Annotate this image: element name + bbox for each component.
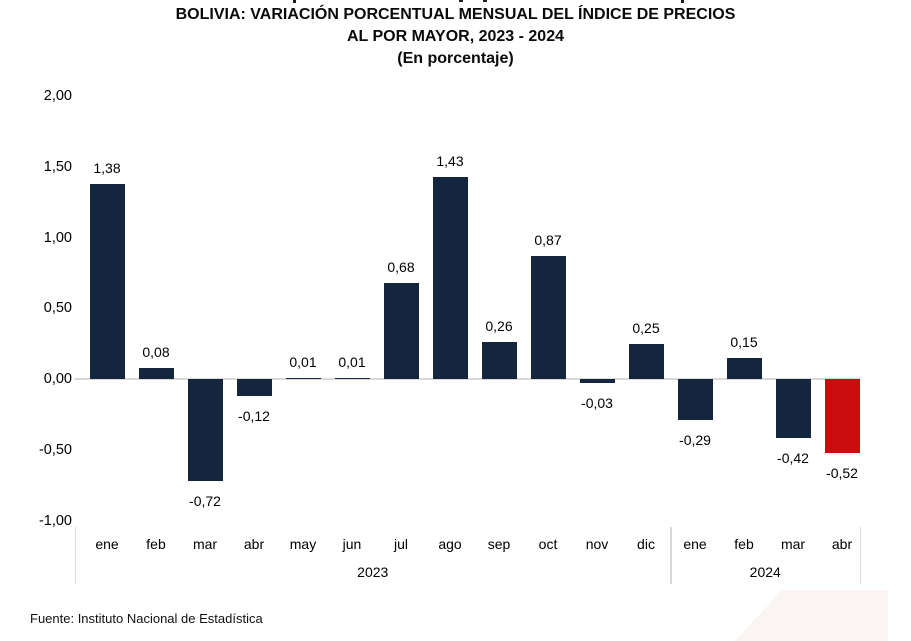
bar-value-label: 0,01 (338, 353, 366, 370)
chart-title-line2: AL POR MAYOR, 2023 - 2024 (347, 28, 564, 45)
x-axis-year-label: 2024 (749, 564, 781, 580)
chart-title: BOLIVIA: VARIACIÓN PORCENTUAL MENSUAL DE… (0, 4, 911, 70)
bar-value-label: 1,38 (93, 159, 121, 176)
x-axis-month-label: ene (683, 536, 707, 552)
y-axis-tick-label: 0,00 (43, 371, 72, 387)
bar-value-label: 0,08 (142, 343, 170, 360)
bar-value-label: 0,87 (534, 231, 562, 248)
x-axis-month-label: ago (438, 536, 462, 552)
x-axis-month-label: feb (734, 536, 754, 552)
x-axis-month-label: dic (637, 536, 655, 552)
bar-value-label: -0,12 (238, 407, 270, 424)
x-axis-month-label: jun (342, 536, 362, 552)
bar-sep-8 (481, 342, 517, 379)
bar-nov-10 (579, 379, 615, 384)
x-axis-month-label: may (289, 536, 317, 552)
bar-ene-12 (677, 379, 713, 421)
x-axis-month-label: abr (243, 536, 265, 552)
x-axis-month-label: feb (146, 536, 166, 552)
bar-ene-0 (89, 183, 125, 379)
bar-value-label: 0,26 (485, 318, 513, 335)
chart-title-line1: BOLIVIA: VARIACIÓN PORCENTUAL MENSUAL DE… (175, 6, 736, 23)
x-axis-month-label: sep (487, 536, 511, 552)
bar-value-label: 0,15 (730, 333, 758, 350)
bar-feb-1 (138, 367, 174, 379)
x-axis-year-label: 2023 (357, 564, 389, 580)
bar-value-label: 0,68 (387, 258, 415, 275)
x-axis-month-label: jul (393, 536, 408, 552)
y-axis-tick-label: 1,00 (43, 229, 72, 246)
x-axis-month-label: abr (831, 536, 853, 552)
bar-ago-7 (432, 176, 468, 379)
bar-abr-15 (824, 379, 860, 453)
bar-dic-11 (628, 343, 664, 379)
bar-value-label: -0,29 (679, 432, 711, 449)
bar-mar-2 (187, 379, 223, 481)
x-axis-month-label: mar (780, 536, 806, 552)
bar-may-4 (285, 377, 321, 379)
bar-oct-9 (530, 255, 566, 379)
bar-value-label: -0,72 (189, 492, 221, 509)
y-axis-tick-label: 2,00 (43, 88, 72, 104)
bar-value-label: -0,42 (777, 450, 809, 467)
bar-value-label: 0,25 (632, 319, 660, 336)
bar-value-label: 1,43 (436, 152, 464, 169)
y-axis-tick-label: -1,00 (38, 512, 72, 529)
x-axis-month-label: mar (192, 536, 218, 552)
bar-jul-6 (383, 282, 419, 379)
zero-axis-line (75, 378, 860, 380)
bar-value-label: 0,01 (289, 353, 317, 370)
bar-value-label: -0,52 (826, 464, 858, 481)
bar-value-label: -0,03 (581, 395, 613, 412)
x-axis-month-label: nov (585, 536, 609, 552)
bar-abr-3 (236, 379, 272, 396)
y-axis-tick-label: -0,50 (38, 441, 72, 458)
y-axis-tick-label: 0,50 (43, 300, 72, 317)
x-axis-month-label: ene (95, 536, 119, 552)
bar-feb-13 (726, 357, 762, 379)
axis-separator-line (859, 527, 861, 584)
axis-separator-line (670, 527, 672, 584)
bar-mar-14 (775, 379, 811, 439)
source-note: Fuente: Instituto Nacional de Estadístic… (30, 611, 263, 626)
y-axis-tick-label: 1,50 (43, 158, 72, 175)
x-axis-month-label: oct (538, 536, 558, 552)
bar-jun-5 (334, 377, 370, 379)
axis-separator-line (74, 527, 76, 584)
chart-title-line3: (En porcentaje) (397, 50, 514, 67)
